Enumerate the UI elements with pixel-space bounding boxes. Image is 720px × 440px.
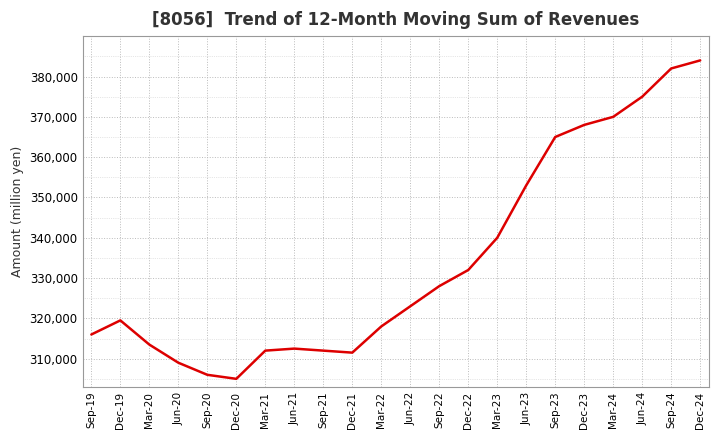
Y-axis label: Amount (million yen): Amount (million yen): [11, 146, 24, 277]
Title: [8056]  Trend of 12-Month Moving Sum of Revenues: [8056] Trend of 12-Month Moving Sum of R…: [152, 11, 639, 29]
